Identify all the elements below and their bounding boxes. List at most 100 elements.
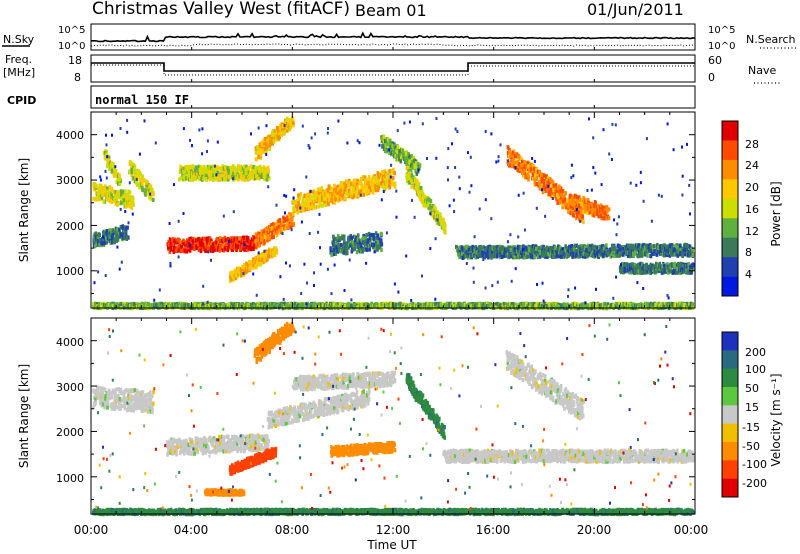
power-cell [280,132,283,137]
power-cell [323,199,327,204]
power-cell [124,189,127,194]
power-cell [526,246,529,251]
power-cell [262,165,266,170]
power-cell [106,163,109,169]
power-cell [133,179,137,184]
power-cell [111,189,115,194]
power-cell [230,244,233,250]
power-cell [420,196,423,202]
power-cell [201,174,204,179]
power-cell [488,246,492,251]
power-cell [332,234,335,239]
power-cell [379,172,382,177]
power-cell [136,182,139,187]
power-cell [373,247,377,252]
power-cell [102,199,106,204]
power-cell [110,168,114,173]
power-cell [484,247,487,252]
power-cell [441,223,445,228]
power-cell [217,174,220,179]
power-cell [118,174,121,179]
power-cell [269,140,273,145]
power-cell [391,175,395,181]
power-cell [231,239,235,245]
power-cell [573,243,577,248]
power-cell [543,252,547,258]
power-cell [249,164,253,169]
power-cell [535,246,538,251]
power-cell [252,257,255,262]
power-cell [245,174,248,179]
power-cell [248,246,251,251]
power-cell [336,190,339,195]
power-cell [249,260,253,265]
power-cell [202,242,205,248]
power-cell [505,252,508,257]
power-cell [490,255,493,260]
power-cell [276,222,279,227]
power-cell [322,196,326,202]
power-cell [365,233,368,238]
power-cell [462,254,466,259]
power-cell [100,241,103,246]
power-cell [343,250,346,255]
power-cell [572,213,575,218]
power-cell [221,164,225,169]
power-cell [582,220,585,225]
power-cell [385,184,389,189]
power-cell [336,238,340,243]
power-cell [396,145,400,150]
power-cell [673,261,677,266]
power-cell [338,197,342,202]
power-cell [271,141,274,146]
power-cell [100,195,104,200]
power-cell [249,174,253,179]
power-cell [100,185,103,190]
power-cell [377,237,381,242]
power-cell [294,208,297,213]
power-cell [126,193,130,198]
power-cell [407,165,410,170]
power-cell [443,227,447,232]
power-cell [466,244,469,249]
power-cell [219,236,222,241]
power-cell [398,149,402,154]
power-cell [229,278,232,283]
power-cell [219,246,222,251]
power-cell [384,138,387,143]
power-cell [295,202,299,207]
power-cell [245,247,249,252]
power-cell [245,261,248,266]
power-cell [97,190,101,195]
power-cell [212,173,215,178]
power-cell [245,164,248,169]
power-cell [487,249,490,254]
power-cell [686,270,689,275]
power-cell [226,166,229,171]
power-cell [206,236,209,241]
power-cell [320,188,324,193]
power-cell [410,176,413,181]
power-cell [348,184,352,189]
power-cell [188,248,192,253]
power-cell [607,216,611,221]
power-cell [355,250,359,255]
power-cell [251,241,255,246]
power-cell [249,239,253,245]
power-cell [338,193,342,198]
power-cell [393,181,397,186]
power-cell [100,192,104,197]
power-cell [374,186,378,191]
power-cell [365,238,368,244]
power-cell [424,202,428,207]
power-cell [259,240,263,245]
power-cell [227,172,230,177]
power-cell [542,244,545,249]
power-cell [172,249,176,254]
power-cell [197,174,201,179]
power-cell [259,148,263,153]
power-cell [456,245,459,250]
power-cell [228,165,232,170]
power-cell [247,166,250,171]
